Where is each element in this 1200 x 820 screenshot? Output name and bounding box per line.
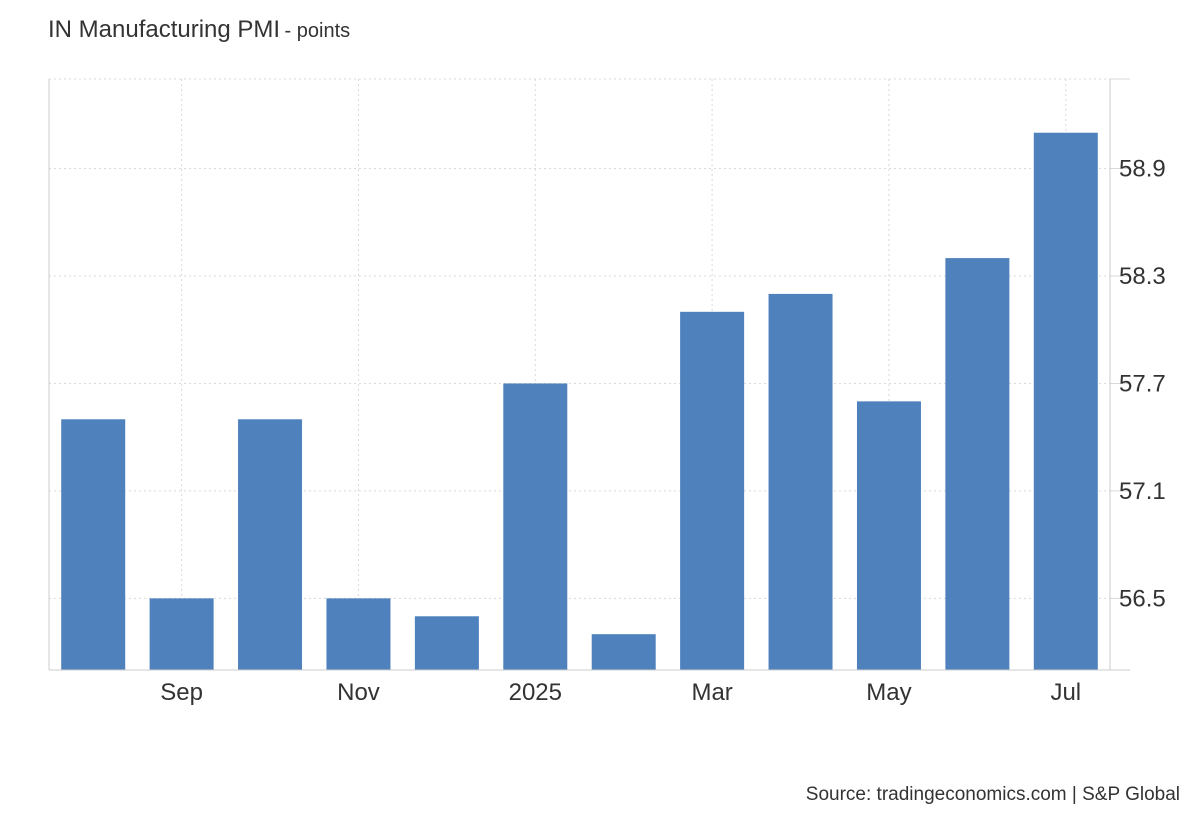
y-tick-label: 56.5	[1119, 585, 1166, 612]
source-attribution: Source: tradingeconomics.com | S&P Globa…	[805, 784, 1180, 805]
bars-layer	[61, 132, 1098, 670]
bar	[856, 401, 921, 670]
x-tick-label: 2025	[509, 679, 562, 706]
chart-subtitle: - points	[284, 20, 351, 42]
bar	[591, 634, 656, 670]
y-tick-label: 57.1	[1119, 478, 1166, 505]
bar	[1033, 132, 1098, 670]
chart-title: IN Manufacturing PMI - points	[48, 16, 350, 44]
bar	[768, 293, 833, 670]
bar	[238, 419, 303, 670]
y-tick-label: 58.9	[1119, 156, 1166, 183]
bar	[945, 258, 1010, 670]
y-tick-label: 57.7	[1119, 370, 1166, 397]
bar	[326, 598, 391, 670]
bar	[414, 616, 479, 670]
x-tick-label: Jul	[1050, 679, 1081, 706]
x-tick-label: Mar	[691, 679, 732, 706]
bar	[61, 419, 126, 670]
bar	[503, 383, 568, 670]
y-tick-label: 58.3	[1119, 263, 1166, 290]
bar	[680, 311, 745, 670]
x-tick-label: May	[866, 679, 911, 706]
x-tick-label: Sep	[160, 679, 203, 706]
bar	[149, 598, 214, 670]
labels-layer: 56.5 57.1 57.7 58.3 58.9 Sep Nov 2025 Mar May Jul	[160, 156, 1165, 706]
axis-layer	[48, 78, 1130, 671]
chart-title-main: IN Manufacturing PMI	[48, 16, 281, 43]
x-tick-label: Nov	[337, 679, 380, 706]
